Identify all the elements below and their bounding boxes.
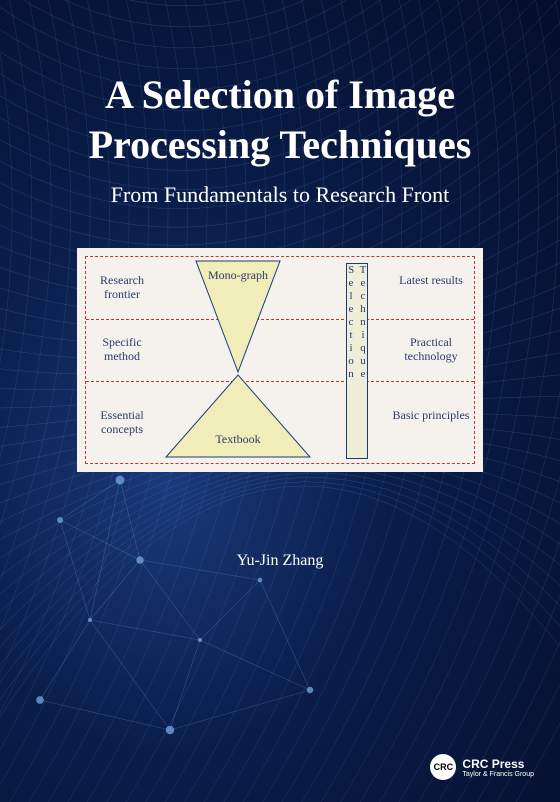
book-title: A Selection of Image Processing Techniqu…: [89, 70, 472, 170]
publisher-name: CRC Press: [462, 757, 534, 771]
technique-selection-bar: Technique Selection: [346, 263, 368, 459]
title-line-2: Processing Techniques: [89, 120, 472, 170]
hourglass-diagram: Research frontier Specific method Essent…: [85, 256, 475, 464]
cover-content: A Selection of Image Processing Techniqu…: [0, 0, 560, 802]
crc-badge-icon: CRC: [430, 754, 456, 780]
diagram-container: Research frontier Specific method Essent…: [77, 248, 483, 472]
publisher-tagline: Taylor & Francis Group: [462, 771, 534, 778]
author-name: Yu-Jin Zhang: [237, 552, 324, 570]
publisher-text: CRC Press Taylor & Francis Group: [462, 757, 534, 778]
hourglass-triangles: [86, 257, 476, 465]
publisher-block: CRC CRC Press Taylor & Francis Group: [430, 754, 534, 780]
triangle-label-monograph: Mono-graph: [208, 269, 268, 282]
technique-selection-text: Technique Selection: [345, 264, 369, 458]
title-line-1: A Selection of Image: [89, 70, 472, 120]
book-subtitle: From Fundamentals to Research Front: [111, 182, 450, 208]
triangle-label-textbook: Textbook: [198, 433, 278, 446]
